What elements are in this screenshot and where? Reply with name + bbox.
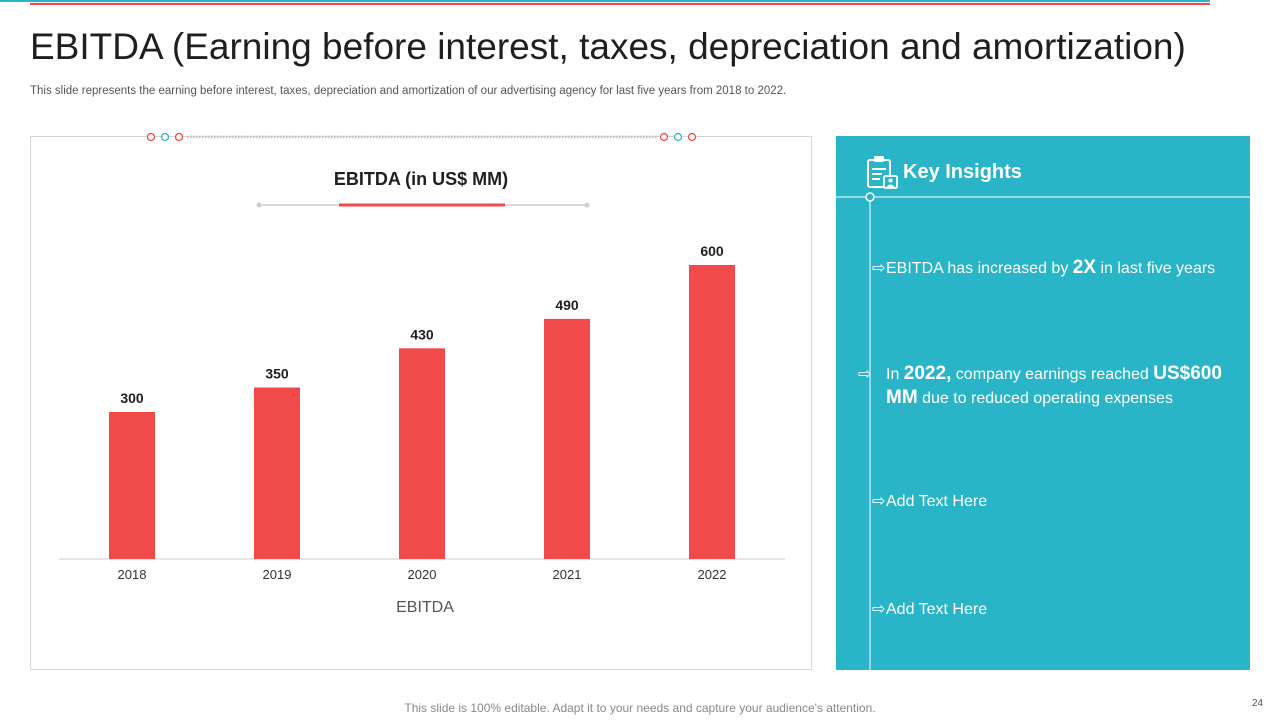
insight-highlight: 2022,	[903, 363, 952, 384]
x-tick-2021: 2021	[553, 567, 582, 582]
bar-2022	[689, 265, 735, 559]
page-title: EBITDA (Earning before interest, taxes, …	[30, 26, 1186, 67]
insight-item: ⇨Add Text Here	[872, 598, 1232, 621]
page-number: 24	[1252, 698, 1264, 709]
x-tick-2018: 2018	[118, 567, 147, 582]
insight-item: ⇨EBITDA has increased by 2X in last five…	[872, 256, 1232, 280]
chart-card: EBITDA (in US$ MM) 300 2018 350 2019 430 2020…	[30, 132, 812, 670]
insight-highlight: 2X	[1072, 257, 1097, 278]
bar-chart: 300 2018 350 2019 430 2020 490 2021 600 2022 EBIT…	[59, 202, 785, 616]
page-subtitle: This slide represents the earning before…	[30, 85, 787, 97]
key-insights-panel: Key Insights ⇨EBITDA has increased by 2X…	[836, 136, 1250, 670]
chart-title: EBITDA (in US$ MM)	[333, 169, 509, 189]
insight-text: due to reduced operating expenses	[917, 390, 1173, 407]
insight-text: Add Text Here	[886, 601, 988, 618]
insight-item: ⇨Add Text Here	[872, 490, 1232, 513]
insights-lines	[836, 156, 1250, 670]
data-label-2019: 350	[265, 366, 289, 382]
top-accent-rule	[0, 0, 1210, 5]
insight-text: company earnings reached	[951, 366, 1154, 383]
x-tick-2019: 2019	[263, 567, 292, 582]
bar-2020	[399, 348, 445, 559]
insight-text: in last five years	[1096, 260, 1216, 277]
data-label-2022: 600	[700, 243, 724, 259]
arrow-right-icon: ⇨	[872, 493, 886, 510]
x-tick-2022: 2022	[698, 567, 727, 582]
data-label-2020: 430	[410, 326, 434, 342]
arrow-right-icon: ⇨	[872, 260, 886, 277]
bar-2019	[254, 387, 300, 559]
footer-note: This slide is 100% editable. Adapt it to…	[404, 701, 876, 715]
bar-2018	[109, 412, 155, 559]
arrow-right-icon: ⇨	[858, 366, 872, 383]
arrow-right-icon: ⇨	[872, 601, 886, 618]
x-axis-label: EBITDA	[396, 599, 454, 616]
data-label-2021: 490	[555, 297, 579, 313]
insight-text: In	[886, 366, 904, 383]
chart-card-decoration	[146, 132, 697, 142]
insights-title: Key Insights	[903, 161, 1022, 183]
clipboard-user-icon	[867, 156, 898, 189]
insight-highlight: US$600 MM	[886, 363, 1222, 408]
x-tick-2020: 2020	[408, 567, 437, 582]
insight-text: EBITDA has increased by	[886, 260, 1073, 277]
bar-2021	[544, 318, 590, 559]
insight-item: ⇨ In 2022, company earnings reached US$60…	[858, 362, 1246, 410]
data-label-2018: 300	[120, 390, 144, 406]
insight-text: Add Text Here	[886, 493, 988, 510]
